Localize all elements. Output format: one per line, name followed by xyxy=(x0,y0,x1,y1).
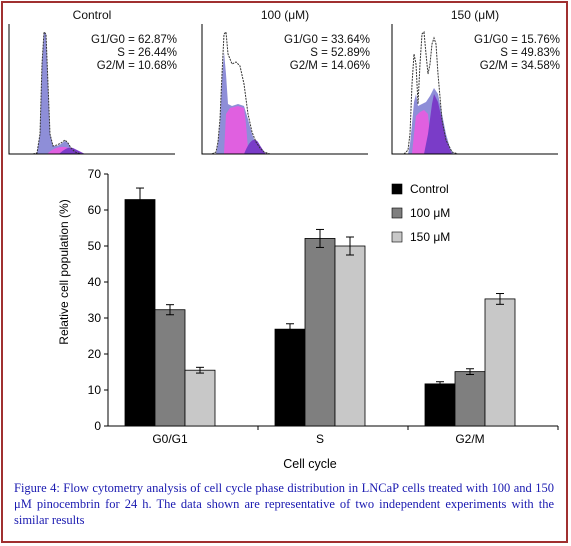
y-tick-label: 70 xyxy=(88,167,102,181)
legend-swatch xyxy=(391,207,403,219)
axes: 0 10 20 30 40 50 60 70 G0/G1 S G2/M xyxy=(88,167,559,446)
bar xyxy=(154,309,186,427)
bar xyxy=(184,369,216,427)
stat-g2: G2/M = 34.58% xyxy=(479,60,560,72)
x-tick-label: S xyxy=(316,432,324,446)
y-tick-label: 10 xyxy=(88,383,102,397)
stat-g1: G1/G0 = 33.64% xyxy=(284,34,370,46)
y-tick-label: 40 xyxy=(88,275,102,289)
y-axis-label: Relative cell population (%) xyxy=(57,199,71,344)
stat-g2: G2/M = 10.68% xyxy=(96,60,177,72)
histogram-panel-150: 150 (μM) G1/G0 = 15.76% S = 49.83% G2/M … xyxy=(390,8,560,160)
legend-swatch xyxy=(391,183,403,195)
stat-s: S = 49.83% xyxy=(500,47,560,59)
legend-label: 150 μM xyxy=(410,230,450,244)
stat-g1: G1/G0 = 15.76% xyxy=(474,34,560,46)
bar xyxy=(274,328,306,427)
histogram-plot-150 xyxy=(391,24,558,155)
y-tick-label: 60 xyxy=(88,203,102,217)
bar xyxy=(484,298,516,427)
y-tick-label: 30 xyxy=(88,311,102,325)
y-tick-label: 0 xyxy=(94,419,101,433)
legend-label: 100 μM xyxy=(410,206,450,220)
y-tick-label: 50 xyxy=(88,239,102,253)
x-axis-label: Cell cycle xyxy=(283,457,337,471)
histogram-title: 150 (μM) xyxy=(450,8,500,22)
legend: Control 100 μM 150 μM xyxy=(391,182,450,244)
histogram-plot-100 xyxy=(201,24,368,155)
bar xyxy=(334,245,366,427)
legend-swatch xyxy=(391,231,403,243)
bar xyxy=(304,238,336,427)
x-tick-label: G0/G1 xyxy=(152,432,188,446)
stat-g1: G1/G0 = 62.87% xyxy=(91,34,177,46)
bars xyxy=(124,187,516,427)
bar xyxy=(124,199,156,427)
figure-caption: Figure 4: Flow cytometry analysis of cel… xyxy=(14,481,554,527)
x-tick-label: G2/M xyxy=(455,432,484,446)
bar-chart: 0 10 20 30 40 50 60 70 G0/G1 S G2/M Control 100 μM 1… xyxy=(57,167,559,471)
stat-s: S = 52.89% xyxy=(310,47,370,59)
histogram-title: Control xyxy=(72,8,112,22)
histogram-panel-100: 100 (μM) G1/G0 = 33.64% S = 52.89% G2/M … xyxy=(200,8,370,160)
histogram-title: 100 (μM) xyxy=(260,8,310,22)
stat-g2: G2/M = 14.06% xyxy=(289,60,370,72)
histogram-panel-control: Control G1/G0 = 62.87% S = 26.44% G2/M =… xyxy=(7,8,177,160)
legend-label: Control xyxy=(410,182,449,196)
y-tick-label: 20 xyxy=(88,347,102,361)
bar xyxy=(454,371,486,427)
bar xyxy=(424,383,456,427)
stat-s: S = 26.44% xyxy=(117,47,177,59)
histogram-plot-control xyxy=(8,24,175,155)
